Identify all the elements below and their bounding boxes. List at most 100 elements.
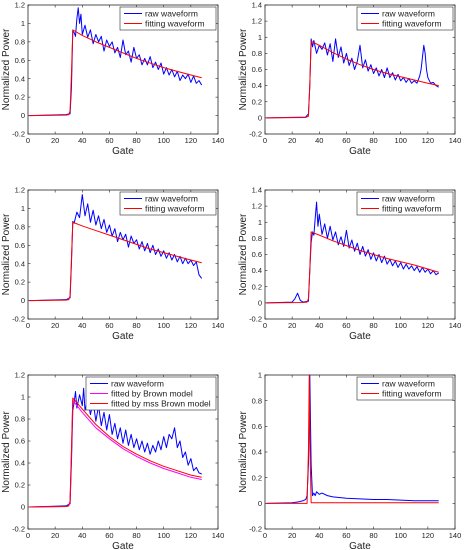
x-tick-label: 80 [132, 136, 140, 145]
y-axis-label: Normalized Power [238, 213, 249, 295]
series-line-2 [266, 40, 439, 119]
x-tick-label: 120 [185, 136, 198, 145]
series-line-1 [29, 194, 203, 302]
y-tick-label: -0.2 [249, 525, 262, 534]
y-tick-label: 1.2 [252, 17, 262, 26]
y-tick-label: 0.8 [252, 396, 262, 405]
y-tick-label: 0.2 [252, 97, 262, 106]
y-tick-label: 0 [258, 499, 262, 508]
x-tick-label: 140 [449, 531, 462, 540]
legend-box [119, 191, 217, 216]
x-tick-label: 60 [342, 136, 350, 145]
y-tick-label: 0.4 [15, 74, 25, 83]
x-tick-label: 40 [315, 321, 323, 330]
y-axis-label: Normalized Power [238, 28, 249, 110]
x-tick-label: 140 [212, 136, 225, 145]
x-tick-label: 80 [132, 531, 140, 540]
x-tick-label: 20 [51, 531, 59, 540]
x-axis-label: Gate [349, 541, 371, 550]
y-tick-label: 0.4 [252, 266, 262, 275]
series-line-2 [29, 221, 202, 302]
y-axis-label: Normalized Power [1, 213, 12, 295]
subplot-2: 0 20 40 60 80 100 120 140-0.200.20.40.60.811.21… [238, 1, 461, 157]
x-axis-label: Gate [112, 146, 134, 157]
legend-entry: raw waveform [382, 9, 435, 19]
y-tick-label: 1 [258, 218, 262, 227]
y-tick-label: 0.2 [15, 481, 25, 490]
x-axis-label: Gate [112, 541, 134, 550]
x-tick-label: 0 [263, 136, 267, 145]
x-tick-label: 120 [422, 531, 435, 540]
x-tick-label: 20 [288, 321, 296, 330]
y-tick-label: -0.2 [12, 525, 25, 534]
y-axis-label: Normalized Power [238, 410, 249, 492]
legend-box [356, 376, 454, 401]
y-tick-label: 1.2 [15, 186, 25, 195]
y-tick-label: 0.2 [252, 473, 262, 482]
x-tick-label: 120 [185, 321, 198, 330]
x-tick-label: 60 [342, 321, 350, 330]
y-tick-label: 1.2 [15, 1, 25, 10]
y-tick-label: 0.4 [15, 459, 25, 468]
x-axis-label: Gate [112, 331, 134, 342]
legend-entry: fitted by mss Brown model [111, 399, 211, 409]
y-tick-label: 0.6 [252, 422, 262, 431]
series-line-1 [29, 7, 203, 117]
x-tick-label: 0 [26, 531, 30, 540]
y-tick-label: -0.2 [12, 315, 25, 324]
x-tick-label: 140 [449, 136, 462, 145]
x-tick-label: 100 [157, 531, 170, 540]
y-tick-label: 1.2 [15, 371, 25, 380]
x-tick-label: 100 [394, 321, 407, 330]
subplot-1: 0 20 40 60 80 100 120 140-0.200.20.40.60.811.2G… [1, 1, 224, 157]
y-tick-label: 0.2 [15, 278, 25, 287]
legend-entry: fitting waveform [382, 389, 442, 399]
y-tick-label: 0.8 [252, 49, 262, 58]
subplot-5: 0 20 40 60 80 100 120 140-0.200.20.40.60.811.2G… [1, 371, 224, 550]
legend-box [356, 6, 454, 31]
x-tick-label: 40 [78, 531, 86, 540]
y-tick-label: 0.4 [15, 259, 25, 268]
legend-box [119, 6, 217, 31]
legend-entry: fitting waveform [382, 204, 442, 214]
x-tick-label: 20 [288, 531, 296, 540]
series-line-3 [29, 397, 202, 508]
y-tick-label: 1 [21, 204, 25, 213]
series-line-2 [266, 374, 439, 504]
y-tick-label: 1 [21, 393, 25, 402]
series-line-1 [29, 387, 202, 508]
x-tick-label: 20 [288, 136, 296, 145]
y-tick-label: 0.2 [252, 282, 262, 291]
y-tick-label: 0.8 [15, 222, 25, 231]
legend-entry: raw waveform [145, 9, 198, 19]
x-tick-label: 100 [157, 136, 170, 145]
y-tick-label: 0.6 [252, 65, 262, 74]
x-tick-label: 0 [26, 136, 30, 145]
y-tick-label: -0.2 [12, 130, 25, 139]
y-tick-label: -0.2 [249, 315, 262, 324]
y-tick-label: 1 [21, 19, 25, 28]
x-tick-label: 40 [315, 531, 323, 540]
y-tick-label: 0.6 [15, 56, 25, 65]
x-tick-label: 40 [78, 136, 86, 145]
legend-entry: fitting waveform [145, 19, 205, 29]
x-tick-label: 80 [369, 531, 377, 540]
x-tick-label: 0 [26, 321, 30, 330]
y-axis-label: Normalized Power [1, 410, 12, 492]
series-line-1 [266, 374, 439, 504]
x-tick-label: 60 [105, 321, 113, 330]
y-tick-label: 0 [21, 296, 25, 305]
y-tick-label: 0.6 [15, 241, 25, 250]
y-axis-label: Normalized Power [1, 28, 12, 110]
legend-entry: fitting waveform [145, 204, 205, 214]
x-tick-label: 40 [315, 136, 323, 145]
legend-entry: raw waveform [382, 194, 435, 204]
x-tick-label: 100 [157, 321, 170, 330]
y-tick-label: 0 [258, 298, 262, 307]
x-tick-label: 40 [78, 321, 86, 330]
y-tick-label: 1.4 [252, 1, 262, 10]
